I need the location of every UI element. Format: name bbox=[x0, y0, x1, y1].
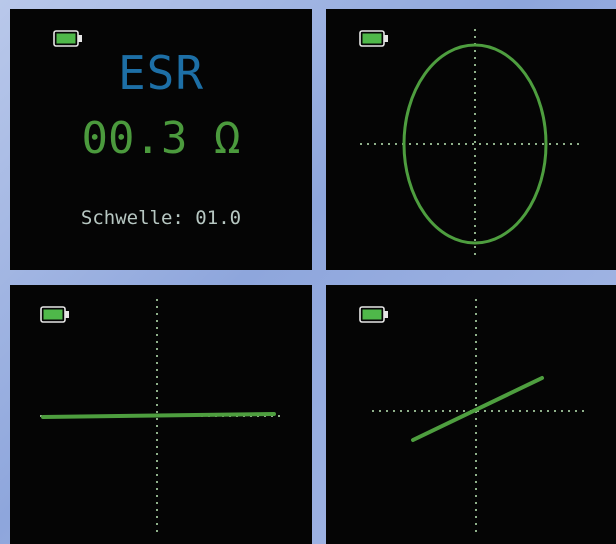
threshold-label: Schwelle: 01.0 bbox=[80, 207, 242, 229]
esr-value: 00.3 Ω bbox=[81, 113, 241, 164]
horizontal-plot bbox=[40, 299, 280, 537]
horizontal-trace-screen bbox=[10, 285, 312, 544]
esr-readout-screen: ESR 00.3 Ω Schwelle: 01.0 bbox=[10, 9, 312, 270]
battery-full-icon bbox=[40, 306, 69, 323]
diagonal-trace bbox=[411, 376, 544, 442]
diagonal-plot bbox=[372, 299, 584, 537]
ellipse-trace bbox=[402, 43, 548, 245]
diagonal-trace-screen bbox=[326, 285, 616, 544]
esr-title: ESR bbox=[117, 46, 205, 100]
battery-full-icon bbox=[359, 30, 388, 47]
horizontal-trace bbox=[41, 412, 276, 419]
battery-full-icon bbox=[359, 306, 388, 323]
ellipse-trace-screen bbox=[326, 9, 616, 270]
battery-full-icon bbox=[53, 30, 82, 47]
ellipse-plot bbox=[360, 29, 582, 259]
